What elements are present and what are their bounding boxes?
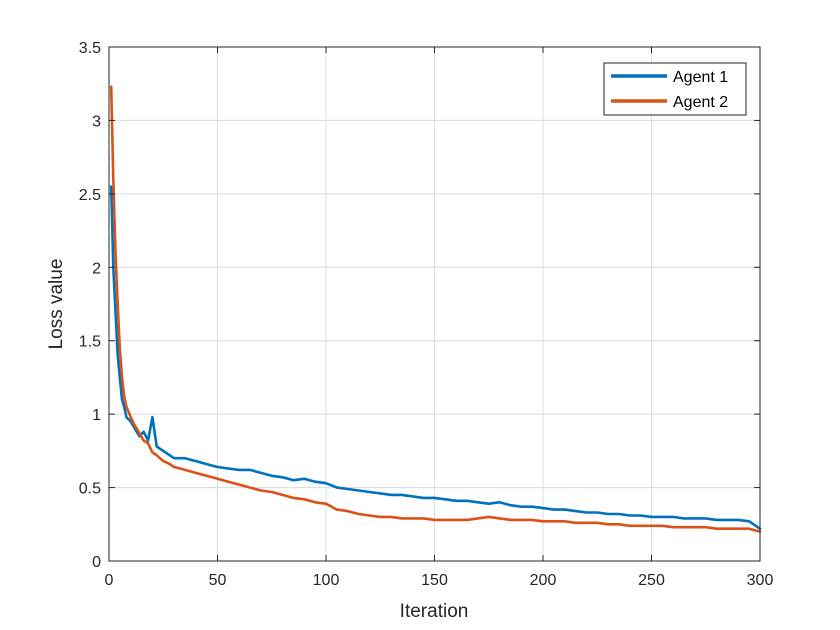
y-tick-label: 2.5 xyxy=(79,187,101,204)
grid-lines xyxy=(109,47,760,561)
y-tick-label: 0 xyxy=(92,554,101,571)
series-line-agent-2 xyxy=(109,85,762,533)
legend-box xyxy=(603,62,747,116)
x-tick-label: 300 xyxy=(747,572,774,589)
x-tick-label: 150 xyxy=(421,572,448,589)
legend: Agent 1 Agent 2 xyxy=(603,62,747,116)
y-tick-label: 0.5 xyxy=(79,481,101,498)
y-axis-title: Loss value xyxy=(46,259,67,350)
x-tick-label: 200 xyxy=(530,572,557,589)
legend-label-agent-2: Agent 2 xyxy=(673,94,728,111)
y-tick-label: 3 xyxy=(92,113,101,130)
axis-ticks xyxy=(108,46,761,562)
y-tick-label: 1.5 xyxy=(79,334,101,351)
legend-label-agent-1: Agent 1 xyxy=(673,69,728,86)
x-axis-title: Iteration xyxy=(400,601,469,622)
x-tick-label: 50 xyxy=(209,572,227,589)
tick-labels: 0 50 100 150 200 250 300 0 0.5 1 1.5 2 2.5 3 3.5 xyxy=(79,40,774,589)
y-tick-label: 1 xyxy=(92,407,101,424)
x-tick-label: 250 xyxy=(638,572,665,589)
series-lines xyxy=(109,85,762,533)
y-tick-label: 3.5 xyxy=(79,40,101,57)
x-tick-label: 100 xyxy=(313,572,340,589)
x-tick-label: 0 xyxy=(105,572,114,589)
y-tick-label: 2 xyxy=(92,260,101,277)
series-line-agent-1 xyxy=(109,185,762,531)
